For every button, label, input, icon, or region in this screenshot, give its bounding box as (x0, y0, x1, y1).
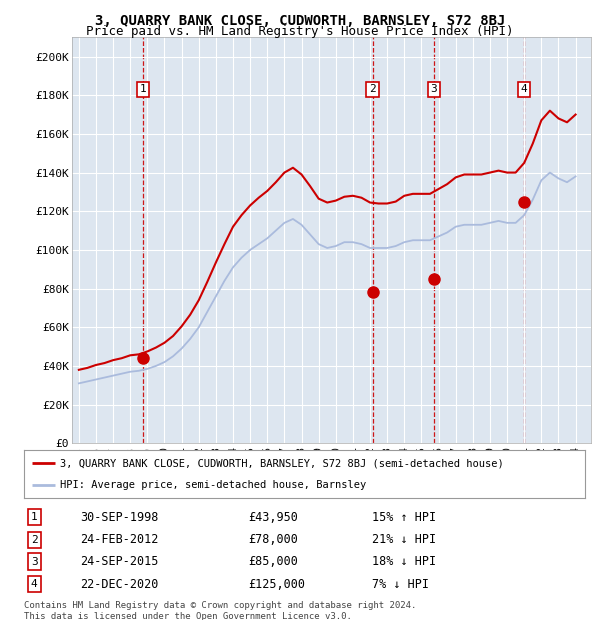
Text: 1: 1 (31, 512, 37, 522)
Text: 30-SEP-1998: 30-SEP-1998 (80, 511, 158, 524)
Text: 24-FEB-2012: 24-FEB-2012 (80, 533, 158, 546)
Text: 18% ↓ HPI: 18% ↓ HPI (372, 555, 436, 568)
Text: 3: 3 (31, 557, 37, 567)
Text: £78,000: £78,000 (248, 533, 298, 546)
Text: 4: 4 (520, 84, 527, 94)
Text: 21% ↓ HPI: 21% ↓ HPI (372, 533, 436, 546)
Text: 7% ↓ HPI: 7% ↓ HPI (372, 578, 429, 591)
Text: 3: 3 (431, 84, 437, 94)
Text: Price paid vs. HM Land Registry's House Price Index (HPI): Price paid vs. HM Land Registry's House … (86, 25, 514, 38)
Text: 1: 1 (140, 84, 146, 94)
Text: 3, QUARRY BANK CLOSE, CUDWORTH, BARNSLEY, S72 8BJ: 3, QUARRY BANK CLOSE, CUDWORTH, BARNSLEY… (95, 14, 505, 28)
Text: 2: 2 (369, 84, 376, 94)
Text: HPI: Average price, semi-detached house, Barnsley: HPI: Average price, semi-detached house,… (61, 480, 367, 490)
Text: £125,000: £125,000 (248, 578, 305, 591)
Text: 15% ↑ HPI: 15% ↑ HPI (372, 511, 436, 524)
Text: 3, QUARRY BANK CLOSE, CUDWORTH, BARNSLEY, S72 8BJ (semi-detached house): 3, QUARRY BANK CLOSE, CUDWORTH, BARNSLEY… (61, 458, 504, 468)
Text: Contains HM Land Registry data © Crown copyright and database right 2024.
This d: Contains HM Land Registry data © Crown c… (24, 601, 416, 620)
Text: 2: 2 (31, 535, 37, 545)
Text: 24-SEP-2015: 24-SEP-2015 (80, 555, 158, 568)
Text: £43,950: £43,950 (248, 511, 298, 524)
Text: £85,000: £85,000 (248, 555, 298, 568)
Text: 22-DEC-2020: 22-DEC-2020 (80, 578, 158, 591)
Text: 4: 4 (31, 579, 37, 589)
